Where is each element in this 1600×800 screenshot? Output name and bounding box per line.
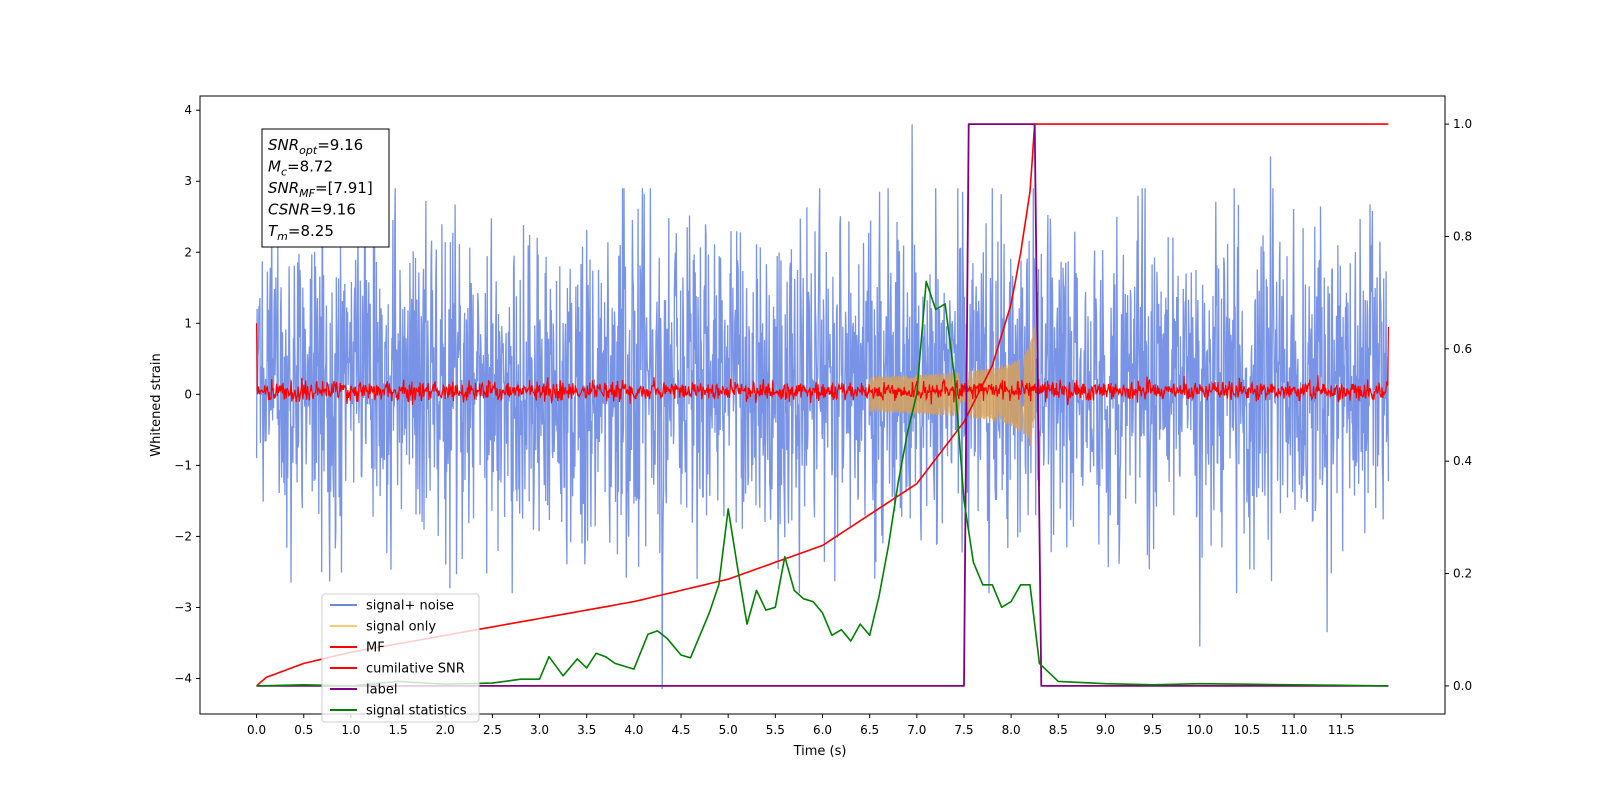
legend: signal+ noise signal only MF cumilative SNR… [321,593,480,723]
x-tick-label: 2.5 [483,723,502,737]
series-line-label [256,123,1389,687]
y2-tick-label: 1.0 [1453,117,1472,131]
y-tick-label: 3 [184,174,192,188]
x-tick-label: 5.0 [719,723,738,737]
x-tick-label: 9.0 [1096,723,1115,737]
y-tick-label: −1 [174,458,192,472]
y2-tick-label: 0.8 [1453,229,1472,243]
y2-tick-label: 0.4 [1453,454,1472,468]
legend-label-label: label [366,683,397,698]
y-axis-left: 4 3 2 1 0 −1 −2 −3 −4 [174,103,200,685]
x-tick-label: 8.0 [1002,723,1021,737]
x-tick-label: 2.0 [436,723,455,737]
x-tick-label: 1.0 [341,723,360,737]
x-tick-label: 7.5 [954,723,973,737]
x-tick-label: 4.0 [624,723,643,737]
legend-label-signal-only: signal only [366,620,436,635]
annotation-line: SNRMF=[7.91] [268,179,373,200]
x-axis: 0.0 0.5 1.0 1.5 2.0 2.5 3.0 3.5 4.0 4.5 5.0 5.5 6.0 6… [247,714,1355,737]
x-tick-label: 6.5 [860,723,879,737]
x-tick-label: 10.0 [1186,723,1213,737]
legend-frame [321,593,480,723]
x-tick-label: 5.5 [766,723,785,737]
annotation-line: Mc=8.72 [268,158,333,179]
annotation-line: CSNR=9.16 [268,201,356,219]
y-tick-label: 4 [184,103,192,117]
series-line-mf [256,323,1389,406]
series-line-signal-statistics [256,280,1389,687]
x-tick-label: 11.5 [1328,723,1355,737]
signal-statistics-layer [256,280,1389,687]
x-tick-label: 11.0 [1281,723,1308,737]
x-tick-label: 0.5 [294,723,313,737]
legend-label-signal-noise: signal+ noise [366,599,454,614]
annotation-line: SNRopt=9.16 [268,136,363,157]
y-tick-label: 1 [184,316,192,330]
x-tick-label: 4.5 [671,723,690,737]
x-tick-label: 8.5 [1049,723,1068,737]
y2-tick-label: 0.6 [1453,342,1472,356]
y-tick-label: −4 [174,671,192,685]
x-axis-label: Time (s) [793,744,847,759]
y-axis-right: 1.0 0.8 0.6 0.4 0.2 0.0 [1445,117,1472,693]
y-tick-label: −3 [174,600,192,614]
y-axis-label: Whitened strain [149,353,164,456]
x-tick-label: 3.0 [530,723,549,737]
legend-label-signal-statistics: signal statistics [366,704,467,719]
x-tick-label: 7.0 [907,723,926,737]
y-tick-label: −2 [174,529,192,543]
legend-label-cumilative-snr: cumilative SNR [366,662,465,677]
x-tick-label: 6.0 [813,723,832,737]
x-tick-label: 3.5 [577,723,596,737]
y2-tick-label: 0.2 [1453,567,1472,581]
y-tick-label: 2 [184,245,192,259]
x-tick-label: 1.5 [389,723,408,737]
annotation-line: Tm=8.25 [268,222,334,243]
x-tick-label: 10.5 [1234,723,1261,737]
signal-plus-noise-layer [255,124,1390,690]
series-line-signal-only [869,327,1035,447]
y-tick-label: 0 [184,387,192,401]
annotation-frame [261,128,390,248]
label-layer [256,123,1389,687]
x-tick-label: 9.5 [1143,723,1162,737]
legend-label-mf: MF [366,641,385,656]
signal-only-layer [869,327,1035,447]
mf-layer [256,323,1389,406]
y2-tick-label: 0.0 [1453,679,1472,693]
x-tick-label: 0.0 [247,723,266,737]
series-line-signal-plus-noise [255,124,1390,690]
